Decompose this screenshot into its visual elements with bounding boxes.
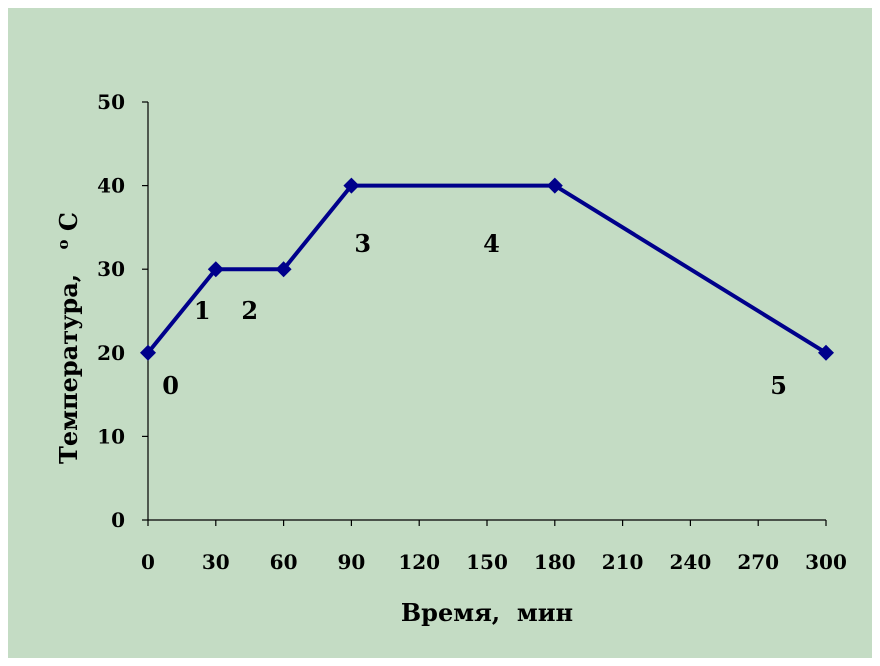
- y-tick-label: 40: [97, 174, 125, 198]
- data-point-marker: [140, 344, 156, 361]
- data-point-marker: [207, 261, 224, 278]
- y-tick-label: 10: [97, 424, 125, 448]
- x-tick-label: 120: [398, 550, 440, 574]
- y-tick-label: 20: [97, 341, 125, 365]
- y-tick-label: 50: [97, 90, 125, 114]
- x-tick-label: 90: [337, 550, 365, 574]
- x-axis-label: Время, мин: [401, 598, 573, 627]
- y-tick-label: 30: [97, 257, 125, 281]
- stage-label: 4: [483, 229, 500, 258]
- y-axis-label-unit: C: [54, 212, 83, 231]
- x-tick-label: 270: [737, 550, 779, 574]
- y-tick-label: 0: [111, 508, 125, 532]
- data-point-marker: [275, 261, 292, 278]
- chart-panel: [8, 8, 872, 658]
- x-tick-label: 0: [141, 550, 155, 574]
- annotations: 0 1 2 3 4 5: [162, 229, 787, 400]
- y-axis-label: Температура, o C: [45, 212, 83, 464]
- x-tick-label: 300: [805, 550, 847, 574]
- stage-label: 1: [194, 296, 211, 325]
- x-tick-label: 180: [534, 550, 576, 574]
- stage-label: 5: [770, 371, 787, 400]
- data-point-marker: [343, 177, 360, 194]
- x-tick-label: 60: [270, 550, 298, 574]
- y-axis-label-text: Температура,: [54, 274, 83, 464]
- data-point-marker: [818, 344, 834, 361]
- stage-label: 0: [162, 371, 179, 400]
- x-tick-label: 150: [466, 550, 508, 574]
- series-line: [146, 183, 828, 355]
- x-tick-label: 240: [670, 550, 712, 574]
- stage-label: 3: [354, 229, 371, 258]
- x-tick-label: 30: [202, 550, 230, 574]
- stage-label: 2: [241, 296, 258, 325]
- x-tick-label: 210: [602, 550, 644, 574]
- data-point-marker: [546, 177, 563, 194]
- y-axis-label-unit-prefix: o: [54, 240, 72, 250]
- series: [140, 177, 834, 361]
